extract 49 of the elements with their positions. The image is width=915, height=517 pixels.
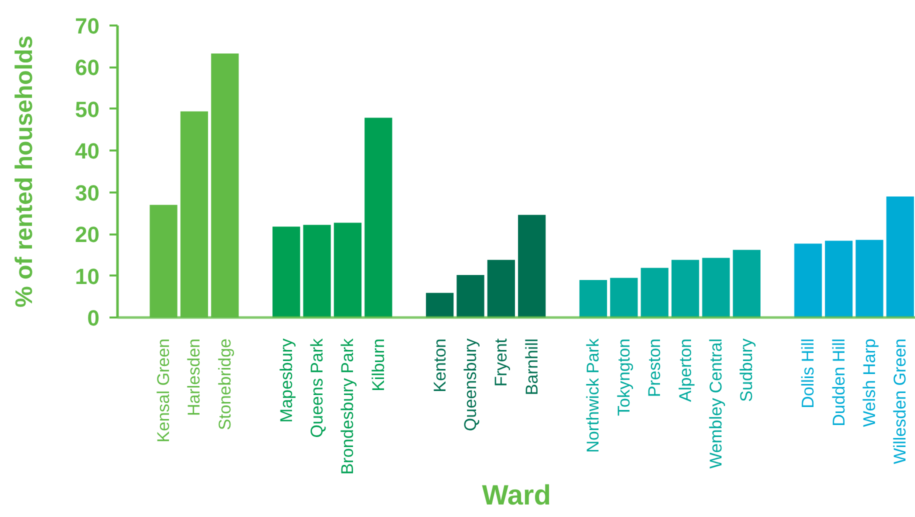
x-tick-label: Dudden Hill xyxy=(829,338,848,426)
x-tick-label: Kensal Green xyxy=(154,338,174,442)
x-tick-label: Barnhill xyxy=(522,338,542,396)
y-tick-label: 60 xyxy=(75,55,100,80)
x-tick-label: Alperton xyxy=(676,338,695,402)
y-tick-label: 30 xyxy=(75,180,100,206)
y-tick-label: 0 xyxy=(87,306,100,330)
bar xyxy=(794,244,822,318)
x-tick-label: Dollis Hill xyxy=(798,338,818,408)
bar xyxy=(610,278,638,318)
x-tick-label: Wembley Central xyxy=(706,338,726,469)
x-tick-label: Brondesbury Park xyxy=(338,338,358,475)
y-tick-label: 70 xyxy=(75,14,100,38)
x-tick-label: Northwick Park xyxy=(584,338,603,453)
x-tick-label: Sudbury xyxy=(737,338,756,402)
x-tick-label: Harlesden xyxy=(184,338,204,416)
x-tick-label: Queens Park xyxy=(308,338,326,438)
y-tick-label: 10 xyxy=(75,264,100,289)
bar xyxy=(334,222,362,318)
bar xyxy=(272,226,300,318)
bar xyxy=(487,260,515,318)
bar xyxy=(456,274,484,318)
bar xyxy=(303,224,331,318)
bar xyxy=(518,214,546,318)
y-tick-label: 20 xyxy=(75,222,100,248)
bar xyxy=(732,250,761,318)
bar xyxy=(886,196,914,318)
x-tick-label: Kilburn xyxy=(368,338,388,392)
bar xyxy=(702,258,730,318)
x-axis-title: Ward xyxy=(482,480,551,510)
x-tick-label: Kenton xyxy=(430,338,450,392)
bar xyxy=(640,268,668,318)
x-tick-label: Mapesbury xyxy=(276,338,296,423)
y-tick-label: 40 xyxy=(75,138,100,164)
x-tick-label: Preston xyxy=(645,338,664,398)
x-tick-label: Tokyngton xyxy=(614,338,634,416)
bar xyxy=(579,280,608,318)
bar xyxy=(856,240,884,318)
x-tick-label: Willesden Green xyxy=(890,338,910,464)
bar xyxy=(671,260,700,318)
x-tick-label: Queensbury xyxy=(460,338,480,432)
x-tick-label: Welsh Harp xyxy=(860,338,879,427)
y-tick-label: 50 xyxy=(75,96,100,122)
y-axis-title: % of rented households xyxy=(11,35,38,308)
bar xyxy=(364,118,392,318)
x-tick-label: Fryent xyxy=(492,338,511,387)
bar xyxy=(426,292,454,318)
x-tick-label: Stonebridge xyxy=(215,338,234,430)
bar xyxy=(824,240,853,318)
